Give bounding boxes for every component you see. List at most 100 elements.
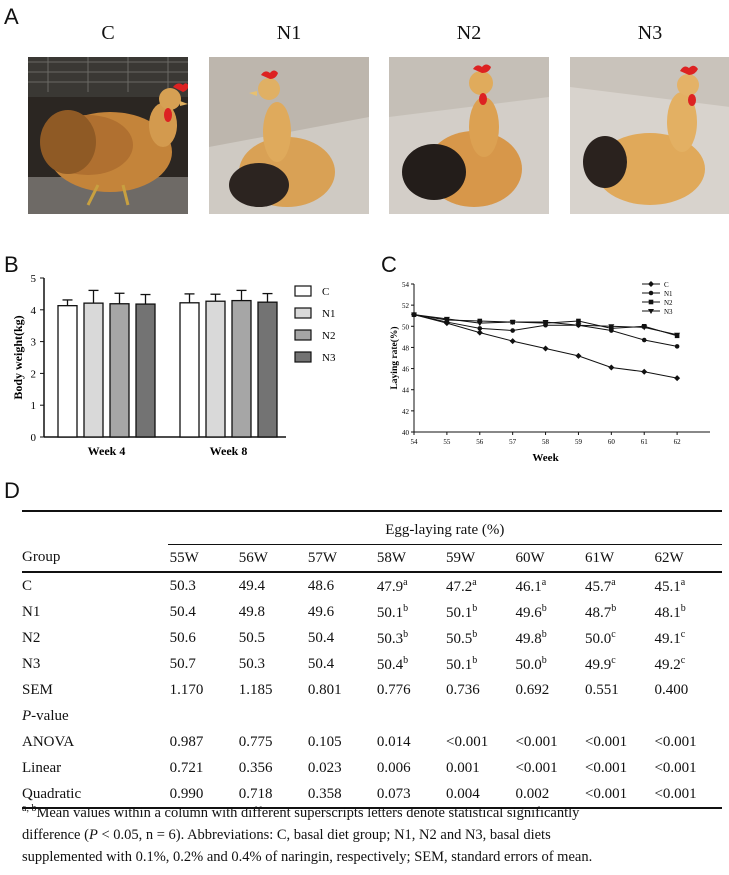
y-axis-label: Body weight(kg)	[11, 315, 25, 399]
y-tick-label: 46	[402, 366, 410, 374]
triangle-marker	[443, 316, 450, 322]
hen-photo-c	[28, 57, 188, 214]
cell-value: 50.3	[376, 630, 404, 647]
span-header: Egg-laying rate (%)	[167, 510, 722, 545]
x-tick-label: Week 4	[88, 444, 126, 458]
column-header-59w: 59W	[443, 544, 514, 573]
diamond-marker	[476, 329, 483, 336]
triangle-marker	[476, 321, 483, 327]
circle-marker	[648, 290, 654, 296]
panel-letter-b: B	[4, 252, 19, 277]
table-cell: 50.0c	[583, 625, 652, 651]
table-cell: 50.1b	[444, 651, 513, 677]
table-cell: 0.987	[168, 729, 237, 755]
cell-superscript: a	[403, 576, 408, 588]
y-tick-label: 48	[402, 344, 410, 352]
table-cell: 0.073	[374, 781, 444, 809]
y-tick-label: 44	[402, 387, 410, 395]
table-cell: 50.3	[168, 572, 237, 599]
cell-superscript: a	[472, 576, 477, 588]
square-marker	[576, 318, 581, 324]
table-cell: <0.001	[652, 781, 722, 809]
row-label: ANOVA	[22, 733, 75, 750]
cell-value: 0.987	[169, 733, 204, 750]
cell-value: 50.4	[169, 603, 196, 620]
table-cell: 47.9a	[375, 572, 444, 599]
cell-value: 0.073	[376, 785, 411, 802]
circle-marker	[510, 328, 515, 333]
cell-value: 0.718	[238, 785, 273, 802]
x-tick-label: 60	[608, 438, 616, 446]
diamond-marker	[674, 375, 681, 382]
cell-value: 48.7	[584, 604, 612, 621]
table-cell: 47.2a	[444, 572, 513, 599]
table-row: ANOVA 0.987 0.775 0.105 0.014 <0.001 <0.001 <0.…	[22, 729, 722, 755]
cell-value: 0.736	[445, 681, 480, 698]
y-tick-label: 40	[402, 429, 410, 437]
laying-rate-line-chart: 40 42 44 46 48 50 52 54 54 55 56 57 58 59 60 61 62 Week La…	[389, 281, 710, 464]
cell-superscript: c	[680, 654, 686, 666]
table-cell: 0.692	[513, 677, 582, 703]
cell-value: 0.551	[584, 681, 619, 698]
table-row: Quadratic 0.990 0.718 0.358 0.073 0.004 0.002 <…	[22, 781, 722, 809]
cell-superscript: b	[541, 654, 547, 666]
row-label: N3	[22, 655, 41, 672]
table-cell: 0.356	[237, 755, 306, 781]
footnote-p: P	[88, 826, 98, 843]
table-cell: 0.400	[652, 677, 722, 703]
table-cell: 49.9c	[583, 651, 652, 677]
cell-value: 0.023	[307, 759, 342, 776]
cell-value: 0.006	[376, 759, 411, 776]
legend-label: C	[664, 281, 669, 289]
photo-label-n1: N1	[276, 22, 302, 44]
hen-photo-n2	[389, 57, 549, 214]
circle-marker	[477, 326, 483, 331]
column-header-60w: 60W	[513, 544, 583, 573]
cell-value: 49.8	[515, 630, 542, 647]
bar	[109, 303, 130, 438]
photo-label-n2: N2	[456, 22, 482, 44]
table-cell: 48.7b	[583, 599, 652, 625]
table-cell: 0.358	[305, 781, 375, 809]
cell-value: 50.4	[307, 629, 335, 646]
y-tick-label: 1	[31, 400, 37, 412]
table-cell: 45.7a	[583, 572, 652, 599]
legend-swatch	[294, 329, 312, 341]
table-cell: 50.1b	[375, 599, 444, 625]
cell-value: 45.1	[654, 578, 681, 595]
table-cell: 46.1a	[513, 572, 582, 599]
cell-value: 0.001	[445, 759, 480, 776]
cell-value: 50.5	[445, 630, 473, 647]
legend-label: N1	[322, 308, 335, 320]
cell-superscript: b	[541, 628, 547, 640]
cell-value: <0.001	[654, 733, 697, 750]
y-axis-label: Laying rate(%)	[389, 326, 400, 389]
cell-value: 48.6	[307, 577, 335, 594]
footnote-line-2a: difference (	[22, 826, 89, 843]
table-cell: 50.4	[168, 599, 237, 625]
cell-value: 49.2	[654, 656, 681, 673]
cell-value: 1.185	[238, 681, 273, 698]
table-cell: 0.736	[444, 677, 513, 703]
legend-label: C	[322, 286, 329, 298]
table-row: P-value	[22, 703, 722, 729]
table-row: N1 50.4 49.8 49.6 50.1b 50.1b 49.6b 48.7b 48.1b	[22, 599, 722, 625]
cell-superscript: b	[611, 602, 617, 614]
cell-value: 0.400	[654, 681, 689, 698]
cell-superscript: c	[611, 628, 616, 640]
table-cell: 49.6b	[513, 599, 582, 625]
table-row: N2 50.6 50.5 50.4 50.3b 50.5b 49.8b 50.0c 49.1c	[22, 625, 722, 651]
table-footnote: a, bMean values within a column with dif…	[22, 798, 722, 868]
y-tick-label: 5	[31, 273, 37, 285]
cell-value: 50.4	[307, 655, 335, 672]
table-cell: 50.7	[168, 651, 237, 677]
table-cell: 49.6	[306, 599, 375, 625]
row-label: N2	[22, 629, 41, 646]
cell-value: 49.6	[515, 604, 542, 621]
column-header-57w: 57W	[305, 544, 375, 573]
diamond-marker	[648, 281, 654, 287]
table-row: C 50.3 49.4 48.6 47.9a 47.2a 46.1a 45.7a 45.1a	[22, 572, 722, 599]
legend-swatch	[294, 307, 312, 319]
cell-value: 0.105	[307, 733, 342, 750]
cell-value: <0.001	[654, 785, 697, 802]
